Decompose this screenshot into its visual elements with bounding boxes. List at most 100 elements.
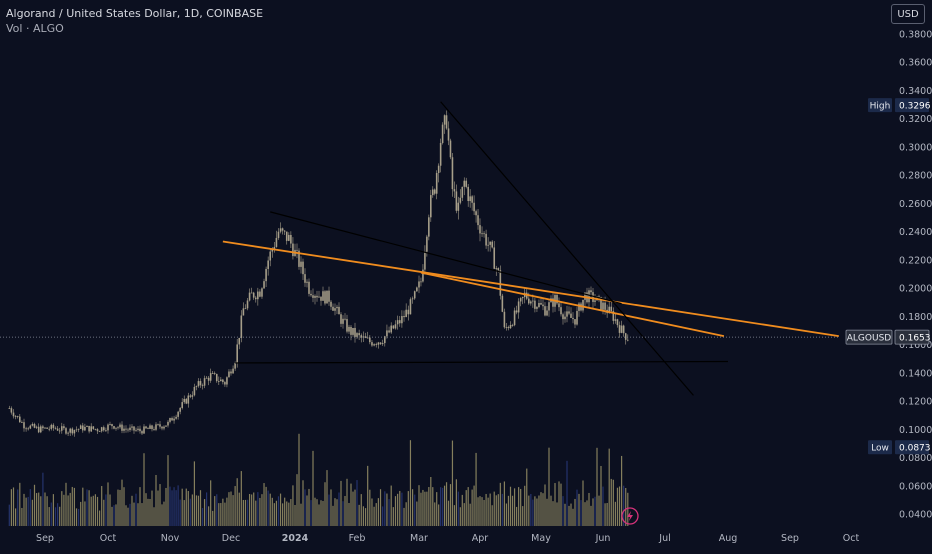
candle-body	[505, 327, 508, 328]
candle-body	[416, 287, 418, 292]
volume-bar	[12, 487, 15, 526]
volume-bar	[426, 491, 428, 526]
volume-bar	[604, 503, 606, 526]
volume-bar	[499, 482, 501, 526]
price-tick-label: 0.3800	[899, 30, 932, 41]
volume-bar	[131, 495, 133, 526]
volume-bar	[332, 505, 334, 526]
volume-bar	[602, 486, 604, 526]
candle-body	[111, 424, 113, 427]
candle-body	[326, 290, 328, 304]
candle-body	[616, 319, 619, 326]
volume-bar	[306, 495, 308, 526]
currency-button[interactable]: USD	[891, 4, 925, 24]
candle-body	[556, 295, 558, 304]
price-tick-label: 0.0400	[899, 510, 932, 521]
candle-body	[392, 325, 395, 329]
time-tick-label: May	[531, 533, 551, 544]
candle-body	[364, 336, 367, 338]
volume-bar	[94, 494, 96, 526]
candle-body	[489, 241, 491, 245]
volume-bar	[386, 493, 388, 526]
candle-body	[257, 291, 259, 300]
volume-bar	[173, 487, 175, 526]
volume-bar	[505, 503, 508, 526]
candle-body	[588, 290, 590, 303]
price-axis[interactable]: 0.3800 0.3600 0.3400 0.3200 0.3000 0.2800 0.26…	[899, 30, 932, 521]
candle-body	[308, 281, 310, 294]
volume-indicator-label[interactable]: Vol · ALGO	[6, 22, 64, 35]
candle-body	[100, 427, 103, 432]
price-tick-label: 0.1600	[899, 340, 932, 351]
candle-body	[25, 428, 27, 430]
time-axis[interactable]: Sep Oct Nov Dec 2024 Feb Mar Apr May Jun Jul Aug Sep…	[36, 533, 859, 544]
volume-bar	[244, 499, 247, 526]
volume-bar	[416, 501, 418, 526]
volume-bar	[564, 503, 566, 526]
candle-body	[562, 314, 564, 320]
volume-bar	[302, 480, 304, 526]
volume-bar	[544, 484, 546, 526]
volume-bar	[248, 493, 251, 526]
candle-body	[147, 428, 149, 430]
lightning-icon[interactable]	[621, 507, 639, 525]
volume-bar	[314, 497, 316, 526]
volume-bar	[453, 505, 456, 526]
volume-bar	[596, 447, 598, 526]
candle-body	[215, 373, 218, 382]
candle-body	[519, 298, 522, 302]
volume-bar	[405, 502, 407, 526]
volume-bar	[145, 493, 147, 526]
candle-body	[213, 373, 216, 374]
candle-body	[46, 427, 48, 429]
volume-bar	[481, 497, 483, 526]
volume-bar	[432, 487, 434, 526]
volume-bar	[31, 499, 33, 526]
candle-body	[344, 318, 346, 320]
volume-bar	[121, 479, 123, 526]
volume-bar	[455, 479, 457, 526]
current-symbol-bg	[845, 329, 893, 345]
volume-bar	[177, 485, 179, 526]
volume-bar	[251, 494, 253, 526]
volume-bar	[598, 495, 600, 526]
volume-bar	[69, 492, 71, 526]
time-tick-label: 2024	[282, 533, 309, 544]
candle-body	[457, 202, 460, 211]
candle-body	[422, 269, 424, 282]
candle-body	[277, 231, 280, 238]
volume-bar	[316, 499, 318, 526]
candle-body	[622, 325, 625, 334]
candle-body	[386, 330, 388, 337]
candle-body	[451, 157, 454, 190]
volume-bar	[318, 504, 320, 526]
candle-body	[54, 427, 57, 429]
volume-bar	[27, 496, 29, 526]
volume-bar	[141, 503, 143, 526]
candle-body	[248, 292, 251, 301]
candle-body	[228, 371, 230, 378]
volume-bar	[199, 490, 202, 526]
candle-body	[151, 425, 153, 430]
candle-body	[334, 308, 336, 311]
candle-body	[222, 379, 224, 383]
volume-bar	[167, 455, 169, 526]
volume-bar	[409, 440, 412, 526]
volume-bar	[442, 487, 444, 526]
candle-body	[534, 300, 536, 309]
candle-body	[179, 407, 181, 412]
low-price-tag-value: 0.0873	[899, 444, 931, 454]
candle-body	[479, 225, 481, 234]
volume-bar	[570, 503, 572, 526]
candle-body	[292, 243, 294, 257]
volume-bar	[463, 503, 465, 526]
volume-bar	[475, 452, 477, 526]
volume-bar	[171, 490, 173, 526]
volume-bar	[212, 510, 214, 526]
chart-legend-title[interactable]: Algorand / United States Dollar, 1D, COI…	[6, 7, 264, 20]
volume-bar	[590, 505, 592, 526]
volume-bar	[608, 448, 610, 526]
volume-bar	[19, 482, 21, 526]
